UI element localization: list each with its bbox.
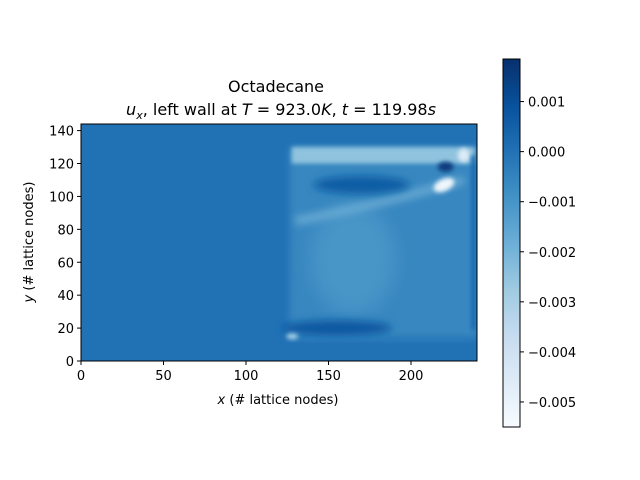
- colorbar-tick-label: −0.001: [528, 196, 576, 211]
- y-tick-label: 120: [49, 158, 74, 173]
- x-axis-label: x (# lattice nodes): [217, 393, 339, 408]
- y-tick-label: 40: [57, 289, 74, 304]
- bottom-left-cold-spot: [286, 333, 299, 340]
- colorbar-tick-label: −0.002: [528, 246, 576, 261]
- x-tick-label: 200: [399, 369, 424, 384]
- x-tick-label: 50: [155, 369, 172, 384]
- colorbar-tick-label: 0.001: [528, 96, 565, 111]
- right-wall-strip: [471, 155, 476, 330]
- y-tick-label: 100: [49, 190, 74, 205]
- cavity-plume: [311, 203, 396, 314]
- x-tick-label: 0: [77, 369, 85, 384]
- colorbar: [502, 58, 521, 428]
- hot-corner-spot: [437, 161, 454, 172]
- y-tick-label: 140: [49, 125, 74, 140]
- top-band: [291, 147, 475, 164]
- chart-title: Octadecane: [228, 77, 324, 96]
- cold-spot: [457, 148, 470, 163]
- y-axis-label: y (# lattice nodes): [22, 182, 37, 304]
- top-jet-core: [313, 175, 410, 194]
- x-tick-label: 100: [234, 369, 259, 384]
- colorbar-tick-label: −0.004: [528, 346, 576, 361]
- colorbar-tick-label: −0.003: [528, 296, 576, 311]
- y-tick-label: 0: [66, 355, 74, 370]
- colorbar-tick-label: 0.000: [528, 146, 565, 161]
- colorbar-axis: 0.001 0.000 −0.001 −0.002 −0.003 −0.004 −0.005: [520, 96, 576, 411]
- chart-subtitle: ux, left wall at T = 923.0K, t = 119.98s: [126, 100, 436, 122]
- cold-spot: [433, 177, 455, 193]
- y-tick-label: 20: [57, 322, 74, 337]
- y-tick-label: 80: [57, 223, 74, 238]
- x-tick-label: 150: [316, 369, 341, 384]
- bottom-edge: [289, 337, 471, 341]
- heatmap-image: [81, 124, 477, 361]
- y-axis: 0 20 40 60 80 100 120 140: [49, 125, 81, 370]
- colorbar-tick-label: −0.005: [528, 396, 576, 411]
- bottom-return-flow: [281, 320, 392, 337]
- y-tick-label: 60: [57, 256, 74, 271]
- x-axis: 0 50 100 150 200: [77, 361, 424, 384]
- plot-frame: [80, 123, 478, 362]
